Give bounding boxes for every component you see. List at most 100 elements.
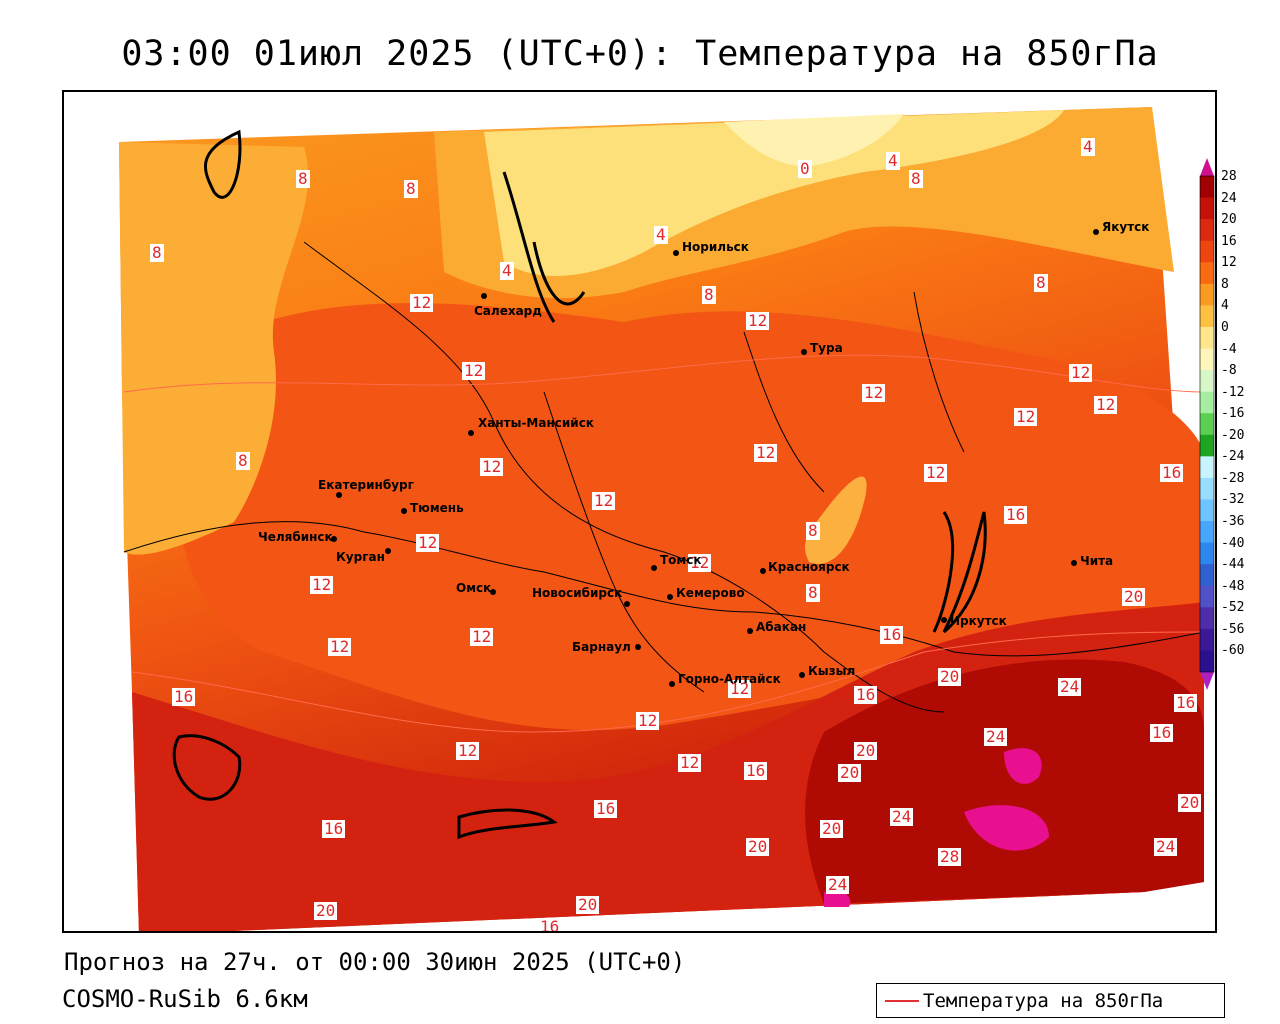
colorbar-segment — [1200, 176, 1214, 199]
city-marker — [801, 349, 807, 355]
colorbar-segment — [1200, 564, 1214, 587]
contour-label: 24 — [1154, 837, 1178, 856]
contour-label: 12 — [924, 463, 948, 482]
contour-label: 12 — [310, 575, 334, 594]
zone-24 — [805, 659, 1204, 904]
colorbar-segment — [1200, 219, 1214, 242]
city-marker — [669, 681, 675, 687]
contour-label: 16 — [1150, 723, 1174, 742]
zone-28 — [824, 748, 1049, 907]
contour-label: 16 — [1160, 463, 1184, 482]
colorbar-segment — [1200, 628, 1214, 651]
colorbar-segment — [1200, 521, 1214, 544]
contour-label: 12 — [1094, 395, 1118, 414]
border-line — [303, 241, 945, 713]
city-label-chita: Чита — [1080, 554, 1114, 568]
city-label-ekaterinburg: Екатеринбург — [318, 478, 414, 492]
city-marker — [747, 628, 753, 634]
colorbar-tick-label: -60 — [1221, 643, 1245, 659]
contour-label: 8 — [1034, 273, 1048, 292]
contour-label: 8 — [806, 583, 820, 602]
city-marker — [331, 536, 337, 542]
colorbar-tick-label: -24 — [1221, 449, 1245, 465]
zone-0 — [724, 114, 904, 167]
city-label-abakan: Абакан — [756, 620, 807, 634]
city-label-yakutsk: Якутск — [1102, 220, 1150, 234]
contour-label: 0 — [798, 159, 812, 178]
colorbar-border — [1199, 175, 1215, 673]
colorbar-segment — [1200, 477, 1214, 500]
city-marker — [481, 293, 487, 299]
model-info: COSMO-RuSib 6.6км — [62, 985, 308, 1013]
colorbar-tick-label: -4 — [1221, 341, 1237, 357]
colorbar: 28 24 20 16 12 8 4 0 -4 -8 -12 -16 -20 -24 -28 -32 -36 -4… — [1197, 158, 1257, 690]
contour-label: 8 — [806, 521, 820, 540]
city-label-krasnoyarsk: Красноярск — [768, 560, 850, 574]
colorbar-tick-label: -40 — [1221, 535, 1245, 551]
colorbar-tick-label: 20 — [1221, 212, 1237, 228]
city-marker — [651, 565, 657, 571]
contour-label: 8 — [150, 243, 164, 262]
contour-label: 20 — [820, 819, 844, 838]
colorbar-segment — [1200, 370, 1214, 393]
colorbar-segment — [1200, 434, 1214, 457]
colorbar-tick-label: 12 — [1221, 255, 1237, 271]
contour-label: 8 — [236, 451, 250, 470]
contour-label: 4 — [1081, 137, 1095, 156]
city-label-salekhard: Салехард — [474, 304, 542, 318]
zone-4-north — [484, 110, 1064, 276]
city-marker — [673, 250, 679, 256]
colorbar-segment — [1200, 262, 1214, 285]
colorbar-segment — [1200, 413, 1214, 436]
colorbar-tick-label: -52 — [1221, 600, 1245, 616]
colorbar-tick-label: -44 — [1221, 557, 1245, 573]
contour-label: 16 — [1174, 693, 1198, 712]
colorbar-top-arrow — [1200, 158, 1214, 176]
colorbar-tick-label: -56 — [1221, 621, 1245, 637]
border-line — [123, 521, 1205, 657]
contour-label: 16 — [854, 685, 878, 704]
colorbar-tick-label: -36 — [1221, 514, 1245, 530]
contour-label: 16 — [538, 918, 562, 931]
contour-label: 24 — [984, 727, 1008, 746]
contour-label: 12 — [456, 741, 480, 760]
contour-label: 16 — [880, 625, 904, 644]
lake-balkhash — [172, 734, 242, 801]
city-label-tura: Тура — [810, 341, 843, 355]
city-marker — [1071, 560, 1077, 566]
city-marker — [799, 672, 805, 678]
contour-label: 20 — [838, 763, 862, 782]
contour-label: 8 — [909, 169, 923, 188]
contour-label: 16 — [744, 761, 768, 780]
contour-label: 12 — [416, 533, 440, 552]
contour-label: 16 — [172, 687, 196, 706]
contour-label: 12 — [754, 443, 778, 462]
contour-label: 12 — [688, 553, 712, 572]
colorbar-segment — [1200, 240, 1214, 263]
contour-label: 24 — [890, 807, 914, 826]
temperature-map[interactable]: 0 4 4 4 4 8 8 8 8 8 8 8 8 8 12 12 12 12 … — [62, 90, 1217, 933]
colorbar-tick-label: 16 — [1221, 233, 1237, 249]
colorbar-segment — [1200, 326, 1214, 350]
colorbar-tick-label: 24 — [1221, 190, 1237, 206]
colorbar-segment — [1200, 283, 1214, 306]
contour-label: 24 — [826, 875, 850, 894]
contour-label: 20 — [938, 667, 962, 686]
contour-label: 20 — [746, 837, 770, 856]
contour-label: 12 — [636, 711, 660, 730]
city-label-kemerovo: Кемерово — [676, 586, 745, 600]
contour-label: 20 — [854, 741, 878, 760]
city-label-norilsk: Норильск — [682, 240, 749, 254]
legend-line-swatch — [885, 1000, 919, 1002]
contour-label: 4 — [654, 225, 668, 244]
colorbar-tick-label: -16 — [1221, 406, 1245, 422]
city-label-omsk: Омск — [456, 581, 492, 595]
contour-label: 20 — [1178, 793, 1202, 812]
contour-label: 12 — [728, 679, 752, 698]
forecast-info: Прогноз на 27ч. от 00:00 30июн 2025 (UTC… — [64, 948, 686, 976]
contour-label: 12 — [1069, 363, 1093, 382]
city-label-khanty-mansiysk: Ханты-Мансийск — [478, 416, 594, 430]
city-marker — [1093, 229, 1099, 235]
legend-label: Температура на 850гПа — [923, 990, 1164, 1012]
city-label-kyzyl: Кызыл — [808, 664, 856, 678]
